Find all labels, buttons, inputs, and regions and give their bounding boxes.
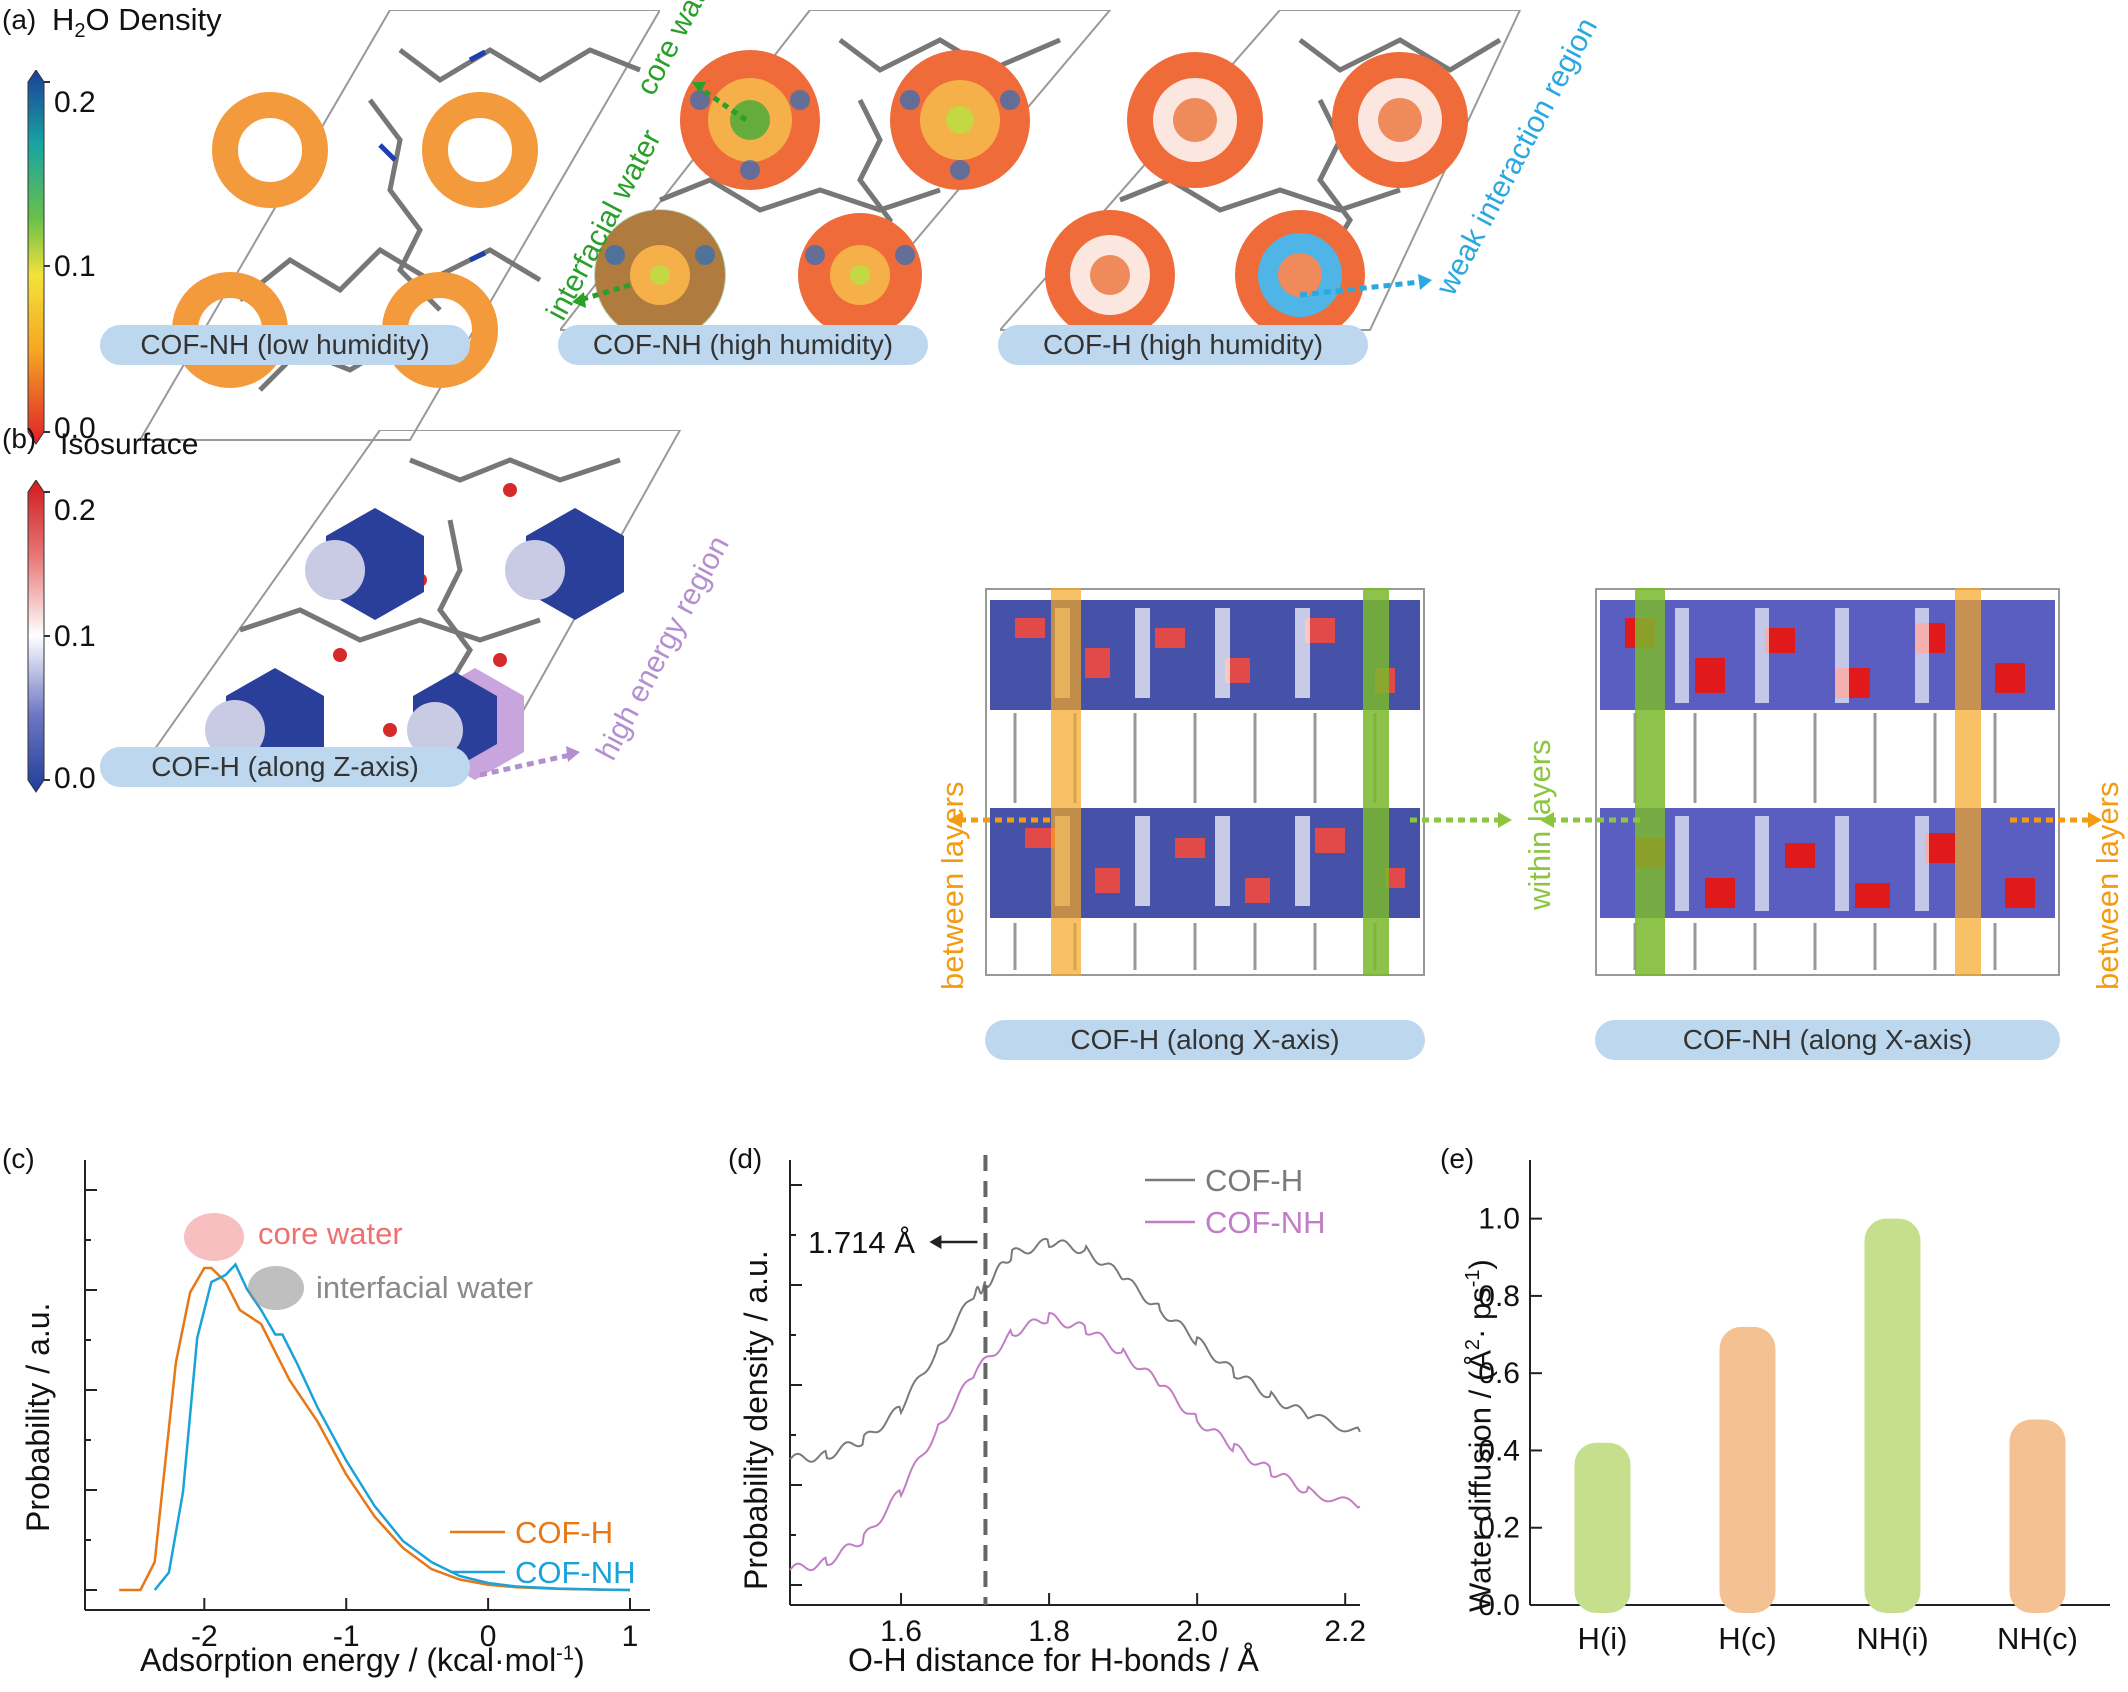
- chart-c: -2 -1 0 1 COF-H COF-NH: [84, 1160, 650, 1653]
- chart-c-xtick-label: -2: [191, 1620, 218, 1653]
- chart-e: 0.0 0.2 0.4 0.6 0.8 1.0 H(i) H(c) NH(i) NH(c): [1478, 1160, 2110, 1656]
- chart-d-xlabel: O-H distance for H-bonds / Å: [848, 1642, 1259, 1678]
- isosurface-colorbar: [27, 480, 50, 793]
- chart-d-legend-label: COF-H: [1205, 1163, 1303, 1198]
- annotation-c-core-water: core water: [258, 1216, 403, 1251]
- caption-cof-nh-x-axis: COF-NH (along X-axis): [1595, 1020, 2060, 1060]
- panel-b-label: (b): [2, 423, 37, 454]
- colorbar-a-tick-top: 0.2: [54, 86, 96, 119]
- caption-cof-nh-low-humidity: COF-NH (low humidity): [100, 325, 470, 365]
- chart-c-xtick-label: 1: [622, 1620, 639, 1653]
- chart-c-legend-label: COF-H: [515, 1515, 613, 1550]
- core-interfacial-arrows: [572, 82, 748, 308]
- caption-cof-nh-high-humidity: COF-NH (high humidity): [558, 325, 928, 365]
- panel-a-label: (a): [2, 4, 37, 35]
- chart-d-xtick-label: 1.6: [880, 1615, 922, 1648]
- chart-e-ytick-label: 0.8: [1478, 1280, 1520, 1313]
- caption-cof-h-high-humidity: COF-H (high humidity): [998, 325, 1368, 365]
- annotation-between-layers-right: between layers: [2090, 781, 2125, 990]
- cof-nh-high-humidity-structure: [560, 10, 1112, 341]
- chart-d-series-cof-nh: [789, 1312, 1361, 1572]
- h2o-density-title: H2O Density: [52, 2, 222, 43]
- annotation-between-layers-left: between layers: [935, 781, 970, 990]
- chart-e-bar-hi: [1574, 1442, 1631, 1613]
- chart-d-vline-label: 1.714 Å: [808, 1225, 915, 1260]
- chart-d-legend-label: COF-NH: [1205, 1205, 1326, 1240]
- chart-c-xlabel: Adsorption energy / (kcal·mol-1): [140, 1642, 585, 1678]
- cof-h-x-axis-structure: [985, 588, 1425, 976]
- isosurface-title: Isosurface: [60, 428, 199, 461]
- chart-d-ylabel: Probability density / a.u.: [738, 1250, 774, 1590]
- chart-e-category-label: H(i): [1578, 1621, 1628, 1656]
- chart-c-series-cof-h: [119, 1266, 631, 1592]
- panel-e-label: (e): [1440, 1143, 1475, 1174]
- chart-e-ytick-label: 0.0: [1478, 1589, 1520, 1622]
- h2o-density-colorbar: [27, 70, 50, 445]
- chart-c-ylabel: Probability / a.u.: [20, 1302, 56, 1532]
- chart-c-xtick-label: 0: [480, 1620, 497, 1653]
- layer-arrows: [948, 812, 2102, 828]
- chart-e-category-label: NH(i): [1856, 1621, 1928, 1656]
- chart-d-xtick-label: 2.2: [1324, 1615, 1366, 1648]
- chart-d-series-cof-h: [789, 1238, 1361, 1463]
- chart-e-category-label: H(c): [1718, 1621, 1777, 1656]
- chart-d: 1.6 1.8 2.0 2.2 COF-H COF-NH: [789, 1155, 1366, 1648]
- cof-h-z-axis-structure: [140, 430, 682, 780]
- annotation-within-layers: within layers: [1522, 739, 1557, 910]
- panel-c-label: (c): [2, 1143, 35, 1174]
- colorbar-b-tick-bottom: 0.0: [54, 762, 96, 795]
- chart-e-bar-hc: [1719, 1326, 1776, 1613]
- colorbar-b-tick-mid: 0.1: [54, 620, 96, 653]
- chart-e-ytick-label: 0.4: [1478, 1434, 1520, 1467]
- colorbar-a-tick-bottom: 0.0: [54, 412, 96, 445]
- chart-e-ylabel: Water diffusion / (Å2· ps-1): [1462, 1259, 1498, 1612]
- colorbar-b-tick-top: 0.2: [54, 494, 96, 527]
- chart-e-ytick-label: 0.6: [1478, 1357, 1520, 1390]
- panel-d-label: (d): [728, 1143, 763, 1174]
- weak-interaction-arrow: [1300, 274, 1432, 298]
- chart-d-xtick-label: 1.8: [1028, 1615, 1070, 1648]
- cof-h-high-humidity-structure: [1000, 10, 1522, 340]
- caption-cof-h-x-axis: COF-H (along X-axis): [985, 1020, 1425, 1060]
- chart-c-xtick-label: -1: [333, 1620, 360, 1653]
- annotation-c-interfacial-water: interfacial water: [316, 1270, 534, 1305]
- chart-d-xtick-label: 2.0: [1176, 1615, 1218, 1648]
- chart-e-category-label: NH(c): [1997, 1621, 2078, 1656]
- chart-e-bar-nhi: [1864, 1218, 1921, 1613]
- caption-cof-h-z-axis: COF-H (along Z-axis): [100, 747, 470, 787]
- cof-nh-x-axis-structure: [1595, 588, 2060, 976]
- chart-d-vline-arrowhead: [929, 1235, 942, 1249]
- chart-c-series-cof-nh: [153, 1262, 631, 1592]
- colorbar-a-tick-mid: 0.1: [54, 250, 96, 283]
- chart-e-ytick-label: 0.2: [1478, 1512, 1520, 1545]
- chart-e-ytick-label: 1.0: [1478, 1203, 1520, 1236]
- chart-c-legend-label: COF-NH: [515, 1555, 636, 1590]
- chart-e-bar-nhc: [2009, 1419, 2066, 1613]
